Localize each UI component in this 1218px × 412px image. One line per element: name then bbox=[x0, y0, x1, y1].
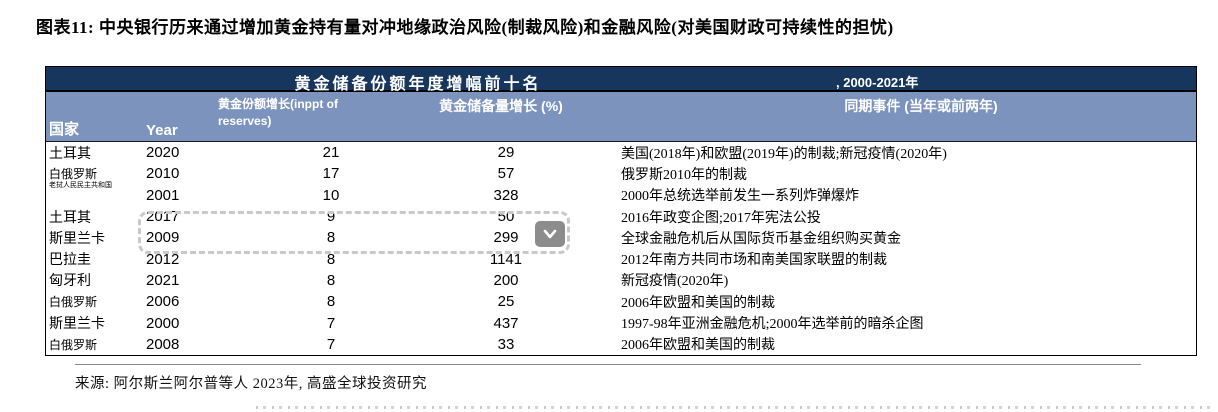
reserves-growth-cell: 328 bbox=[493, 186, 519, 204]
event-cell: 2006年欧盟和美国的制裁 bbox=[621, 338, 775, 354]
country-cell: 土耳其 bbox=[49, 210, 91, 226]
reserves-growth-cell: 1141 bbox=[489, 250, 523, 268]
column-header-share-increase: 黄金份额增长(inppt of reserves) bbox=[218, 97, 338, 129]
dropdown-button[interactable] bbox=[535, 221, 565, 247]
table-row: 土耳其 2017 9 50 2016年政变企图;2017年宪法公投 bbox=[46, 206, 1196, 227]
event-cell: 2012年南方共同市场和南美国家联盟的制裁 bbox=[621, 253, 887, 269]
reserves-growth-cell: 50 bbox=[497, 208, 515, 226]
event-cell: 美国(2018年)和欧盟(2019年)的制裁;新冠疫情(2020年) bbox=[621, 146, 947, 162]
table-column-headers: 国家 Year 黄金份额增长(inppt of reserves) 黄金储备量增… bbox=[46, 92, 1196, 142]
footer-divider bbox=[75, 364, 1141, 365]
table-row: 巴拉圭 2012 8 1141 2012年南方共同市场和南美国家联盟的制裁 bbox=[46, 248, 1196, 269]
clipped-text-line bbox=[256, 406, 1210, 409]
table-row: 白俄罗斯 2008 7 33 2006年欧盟和美国的制裁 bbox=[46, 334, 1196, 355]
event-cell: 俄罗斯2010年的制裁 bbox=[621, 167, 747, 183]
column-header-year: Year bbox=[146, 122, 178, 139]
table-row: 白俄罗斯 2006 8 25 2006年欧盟和美国的制裁 bbox=[46, 291, 1196, 312]
share-increase-cell: 8 bbox=[326, 229, 336, 247]
figure-title: 图表11: 中央银行历来通过增加黄金持有量对冲地缘政治风险(制裁风险)和金融风险… bbox=[36, 18, 894, 37]
reserves-growth-cell: 25 bbox=[497, 293, 515, 311]
table-row: 土耳其 2020 21 29 美国(2018年)和欧盟(2019年)的制裁;新冠… bbox=[46, 142, 1196, 163]
table-title: 黄金储备份额年度增幅前十名 bbox=[294, 76, 542, 93]
reserves-growth-cell: 57 bbox=[497, 165, 515, 183]
country-cell: 斯里兰卡 bbox=[49, 231, 105, 247]
share-increase-cell: 9 bbox=[326, 208, 336, 226]
share-increase-cell: 10 bbox=[322, 186, 340, 204]
event-cell: 新冠疫情(2020年) bbox=[621, 274, 729, 290]
reserves-growth-cell: 200 bbox=[493, 271, 519, 289]
year-cell: 2021 bbox=[146, 271, 180, 289]
table-row: 老挝人民民主共和国 2001 10 328 2000年总统选举前发生一系列炸弹爆… bbox=[46, 181, 1196, 206]
year-cell: 2008 bbox=[146, 335, 180, 353]
country-cell: 老挝人民民主共和国 bbox=[49, 180, 112, 189]
country-cell: 白俄罗斯 bbox=[49, 167, 98, 182]
share-increase-cell: 8 bbox=[326, 271, 336, 289]
column-header-events: 同期事件 (当年或前两年) bbox=[844, 98, 998, 114]
year-cell: 2012 bbox=[146, 250, 180, 268]
event-cell: 1997-98年亚洲金融危机;2000年选举前的暗杀企图 bbox=[621, 317, 924, 333]
share-increase-cell: 21 bbox=[322, 144, 340, 162]
table-row: 斯里兰卡 2009 8 299 全球金融危机后从国际货币基金组织购买黄金 bbox=[46, 227, 1196, 248]
table-title-bar: 黄金储备份额年度增幅前十名 , 2000-2021年 bbox=[46, 67, 1196, 93]
column-header-reserves-growth: 黄金储备量增长 (%) bbox=[439, 98, 563, 114]
table-row: 斯里兰卡 2000 7 437 1997-98年亚洲金融危机;2000年选举前的… bbox=[46, 312, 1196, 333]
event-cell: 2006年欧盟和美国的制裁 bbox=[621, 295, 775, 311]
year-cell: 2001 bbox=[146, 186, 180, 204]
year-cell: 2009 bbox=[146, 229, 180, 247]
share-increase-cell: 8 bbox=[326, 250, 336, 268]
country-cell: 白俄罗斯 bbox=[49, 337, 98, 352]
reserves-growth-cell: 33 bbox=[497, 335, 515, 353]
country-cell: 巴拉圭 bbox=[49, 253, 91, 269]
column-header-country: 国家 bbox=[49, 121, 80, 138]
country-cell: 斯里兰卡 bbox=[49, 317, 105, 333]
source-line: 来源: 阿尔斯兰阿尔普等人 2023年, 高盛全球投资研究 bbox=[75, 376, 428, 392]
table-row: 匈牙利 2021 8 200 新冠疫情(2020年) bbox=[46, 270, 1196, 291]
share-increase-cell: 7 bbox=[326, 335, 336, 353]
country-cell: 土耳其 bbox=[49, 146, 91, 162]
share-increase-cell: 8 bbox=[326, 293, 336, 311]
reserves-growth-cell: 29 bbox=[497, 144, 515, 162]
gold-reserves-table: 黄金储备份额年度增幅前十名 , 2000-2021年 国家 Year 黄金份额增… bbox=[45, 66, 1197, 356]
year-cell: 2020 bbox=[146, 144, 180, 162]
chevron-down-icon bbox=[542, 226, 558, 242]
year-cell: 2006 bbox=[146, 293, 180, 311]
country-cell: 白俄罗斯 bbox=[49, 295, 98, 310]
table-title-period: , 2000-2021年 bbox=[836, 75, 919, 90]
reserves-growth-cell: 299 bbox=[493, 229, 519, 247]
share-increase-cell: 7 bbox=[326, 314, 336, 332]
event-cell: 2016年政变企图;2017年宪法公投 bbox=[621, 210, 821, 226]
share-increase-cell: 17 bbox=[322, 165, 340, 183]
country-cell: 匈牙利 bbox=[49, 274, 91, 290]
table-body: 土耳其 2020 21 29 美国(2018年)和欧盟(2019年)的制裁;新冠… bbox=[46, 142, 1196, 355]
table-row: 白俄罗斯 2010 17 57 俄罗斯2010年的制裁 bbox=[46, 163, 1196, 184]
reserves-growth-cell: 437 bbox=[493, 314, 519, 332]
event-cell: 全球金融危机后从国际货币基金组织购买黄金 bbox=[621, 231, 901, 247]
year-cell: 2000 bbox=[146, 314, 180, 332]
event-cell: 2000年总统选举前发生一系列炸弹爆炸 bbox=[621, 189, 859, 205]
year-cell: 2010 bbox=[146, 165, 180, 183]
year-cell: 2017 bbox=[146, 208, 180, 226]
